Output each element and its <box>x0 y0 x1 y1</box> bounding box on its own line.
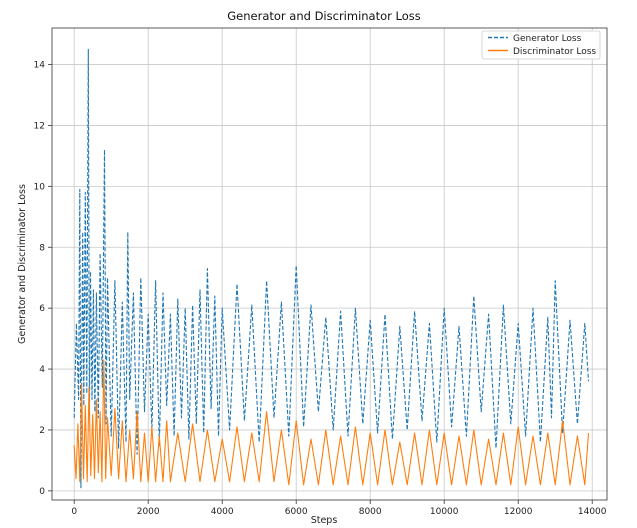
y-tick-label: 0 <box>39 487 45 497</box>
y-axis-title: Generator and Discriminator Loss <box>17 184 28 344</box>
y-tick-label: 6 <box>39 304 45 314</box>
x-tick-label: 14000 <box>578 507 607 517</box>
x-axis: 0 2000 4000 6000 8000 10000 12000 14000 <box>71 500 607 517</box>
y-tick-label: 14 <box>34 61 46 71</box>
x-tick-label: 0 <box>71 507 77 517</box>
y-tick-label: 12 <box>34 121 45 131</box>
x-tick-label: 8000 <box>359 507 382 517</box>
x-tick-label: 12000 <box>504 507 533 517</box>
chart-title: Generator and Discriminator Loss <box>227 9 421 23</box>
series-layer <box>73 48 590 489</box>
legend-label-generator: Generator Loss <box>513 34 582 44</box>
y-tick-label: 8 <box>39 243 45 253</box>
y-tick-label: 4 <box>39 365 45 375</box>
grid <box>52 28 607 500</box>
x-tick-label: 10000 <box>430 507 459 517</box>
x-tick-label: 2000 <box>137 507 160 517</box>
y-tick-label: 10 <box>34 182 46 192</box>
y-axis: 0 2 4 6 8 10 12 14 <box>34 61 52 497</box>
x-tick-label: 6000 <box>285 507 308 517</box>
legend: Generator Loss Discriminator Loss <box>481 30 601 60</box>
series-line-generator <box>73 48 590 489</box>
plot-frame <box>51 27 608 501</box>
series-line-discriminator <box>73 359 590 486</box>
x-tick-label: 4000 <box>211 507 234 517</box>
legend-box <box>481 30 601 60</box>
x-axis-title: Steps <box>311 515 338 526</box>
legend-label-discriminator: Discriminator Loss <box>513 47 596 57</box>
y-tick-label: 2 <box>39 426 45 436</box>
